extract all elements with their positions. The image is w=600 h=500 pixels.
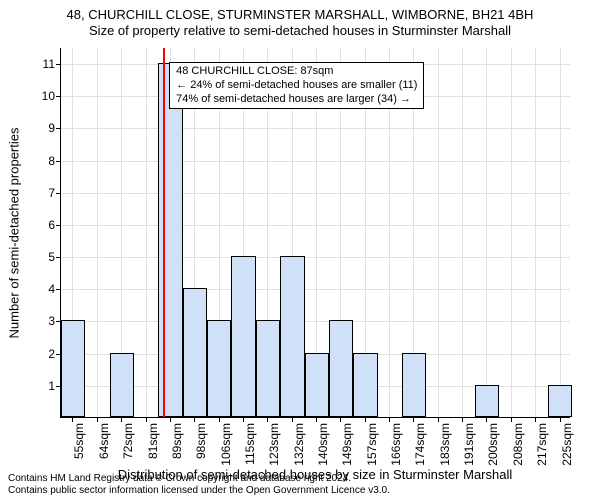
grid-line-v: [97, 48, 98, 417]
x-tick-mark: [560, 417, 561, 422]
x-tick-label: 217sqm: [535, 423, 549, 466]
y-tick-label: 9: [48, 121, 55, 135]
y-tick-mark: [56, 257, 61, 258]
x-tick-mark: [511, 417, 512, 422]
x-tick-mark: [486, 417, 487, 422]
x-tick-mark: [389, 417, 390, 422]
histogram-bar: [61, 320, 85, 417]
y-tick-mark: [56, 161, 61, 162]
annotation-line2: ← 24% of semi-detached houses are smalle…: [176, 79, 417, 93]
x-tick-mark: [219, 417, 220, 422]
grid-line-v: [535, 48, 536, 417]
x-tick-label: 64sqm: [97, 423, 111, 459]
histogram-bar: [183, 288, 207, 417]
x-tick-label: 191sqm: [462, 423, 476, 466]
y-axis-label: Number of semi-detached properties: [7, 128, 22, 339]
x-tick-mark: [267, 417, 268, 422]
histogram-bar: [305, 353, 329, 417]
histogram-bar: [231, 256, 255, 417]
chart-title: 48, CHURCHILL CLOSE, STURMINSTER MARSHAL…: [0, 0, 600, 22]
x-tick-label: 72sqm: [121, 423, 135, 459]
x-tick-mark: [413, 417, 414, 422]
grid-line-v: [146, 48, 147, 417]
x-tick-label: 166sqm: [389, 423, 403, 466]
histogram-bar: [329, 320, 353, 417]
y-tick-label: 3: [48, 314, 55, 328]
x-tick-mark: [340, 417, 341, 422]
y-tick-label: 4: [48, 282, 55, 296]
x-tick-label: 157sqm: [365, 423, 379, 466]
x-tick-mark: [462, 417, 463, 422]
x-tick-label: 225sqm: [560, 423, 574, 466]
x-tick-mark: [438, 417, 439, 422]
grid-line-v: [560, 48, 561, 417]
histogram-bar: [110, 353, 134, 417]
plot-area: 123456789101155sqm64sqm72sqm81sqm89sqm98…: [60, 48, 570, 418]
x-tick-label: 174sqm: [413, 423, 427, 466]
x-tick-mark: [97, 417, 98, 422]
x-tick-label: 89sqm: [170, 423, 184, 459]
x-tick-mark: [243, 417, 244, 422]
annotation-box: 48 CHURCHILL CLOSE: 87sqm ← 24% of semi-…: [169, 62, 424, 109]
x-tick-mark: [365, 417, 366, 422]
y-tick-mark: [56, 64, 61, 65]
grid-line-v: [462, 48, 463, 417]
x-tick-label: 98sqm: [194, 423, 208, 459]
copyright-block: Contains HM Land Registry data © Crown c…: [8, 473, 390, 496]
annotation-line1: 48 CHURCHILL CLOSE: 87sqm: [176, 65, 417, 79]
annotation-line3: 74% of semi-detached houses are larger (…: [176, 93, 417, 107]
chart-container: 48, CHURCHILL CLOSE, STURMINSTER MARSHAL…: [0, 0, 600, 500]
y-tick-label: 7: [48, 186, 55, 200]
x-tick-label: 55sqm: [72, 423, 86, 459]
x-tick-mark: [121, 417, 122, 422]
histogram-bar: [353, 353, 377, 417]
y-tick-label: 11: [43, 57, 55, 71]
x-tick-mark: [146, 417, 147, 422]
grid-line-v: [486, 48, 487, 417]
y-tick-label: 6: [48, 218, 55, 232]
x-tick-mark: [194, 417, 195, 422]
x-tick-mark: [316, 417, 317, 422]
x-tick-label: 106sqm: [219, 423, 233, 466]
x-tick-label: 149sqm: [340, 423, 354, 466]
marker-line: [163, 48, 165, 417]
y-tick-mark: [56, 193, 61, 194]
x-tick-label: 81sqm: [146, 423, 160, 459]
x-tick-mark: [292, 417, 293, 422]
chart-subtitle: Size of property relative to semi-detach…: [0, 22, 600, 38]
x-tick-label: 123sqm: [267, 423, 281, 466]
x-tick-mark: [72, 417, 73, 422]
x-tick-label: 200sqm: [486, 423, 500, 466]
histogram-bar: [207, 320, 231, 417]
x-tick-label: 183sqm: [438, 423, 452, 466]
histogram-bar: [280, 256, 304, 417]
x-tick-mark: [170, 417, 171, 422]
y-tick-mark: [56, 128, 61, 129]
y-tick-label: 2: [48, 347, 55, 361]
histogram-bar: [256, 320, 280, 417]
copyright-line1: Contains HM Land Registry data © Crown c…: [8, 473, 390, 485]
y-tick-label: 1: [48, 379, 55, 393]
grid-line-v: [511, 48, 512, 417]
x-tick-label: 132sqm: [292, 423, 306, 466]
x-tick-label: 140sqm: [316, 423, 330, 466]
histogram-bar: [548, 385, 572, 417]
y-tick-mark: [56, 225, 61, 226]
grid-line-v: [438, 48, 439, 417]
histogram-bar: [402, 353, 426, 417]
x-tick-label: 208sqm: [511, 423, 525, 466]
x-tick-label: 115sqm: [243, 423, 257, 465]
y-tick-label: 8: [48, 154, 55, 168]
y-tick-mark: [56, 96, 61, 97]
y-tick-label: 10: [42, 89, 55, 103]
copyright-line2: Contains public sector information licen…: [8, 485, 390, 497]
y-tick-label: 5: [48, 250, 55, 264]
y-tick-mark: [56, 289, 61, 290]
histogram-bar: [158, 63, 182, 417]
x-tick-mark: [535, 417, 536, 422]
histogram-bar: [475, 385, 499, 417]
